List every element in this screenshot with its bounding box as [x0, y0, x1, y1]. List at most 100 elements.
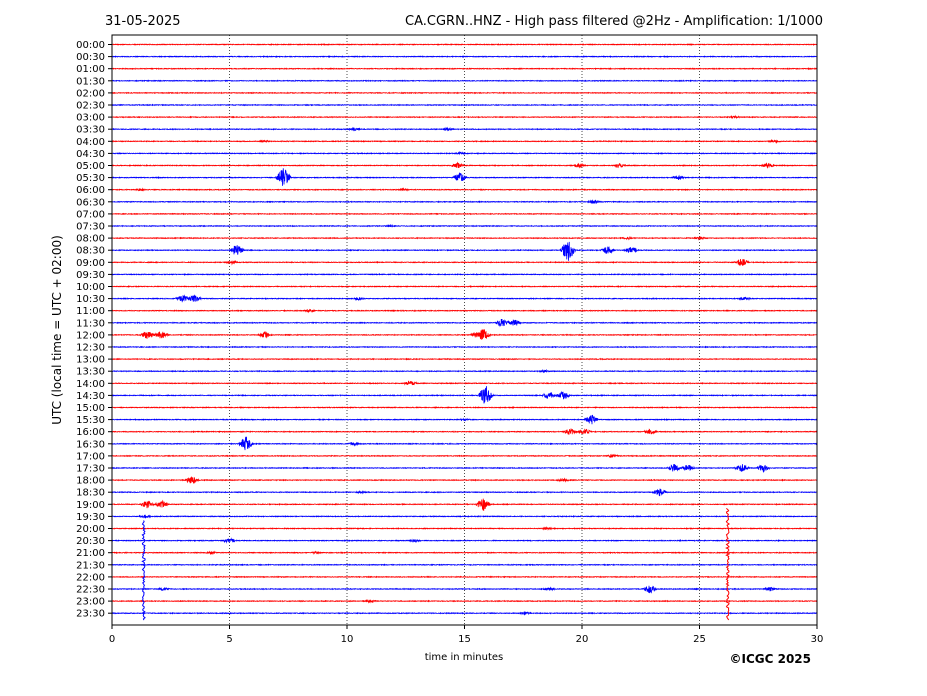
y-tick-label: 07:30 — [76, 222, 105, 233]
x-tick-label: 10 — [341, 634, 354, 645]
trace-1230 — [111, 345, 818, 349]
y-tick-label: 05:30 — [76, 173, 105, 184]
large-spike — [141, 520, 146, 621]
trace-0330 — [111, 126, 818, 132]
trace-0430 — [111, 150, 818, 156]
trace-1600 — [111, 428, 818, 435]
plot-frame — [111, 34, 818, 626]
y-tick-label: 16:30 — [76, 439, 105, 450]
x-tick-label: 15 — [458, 634, 471, 645]
trace-1830 — [111, 488, 818, 497]
trace-1300 — [111, 357, 818, 361]
y-tick-label: 00:00 — [76, 40, 105, 51]
y-tick-label: 12:00 — [76, 330, 105, 341]
trace-1100 — [111, 308, 818, 314]
y-tick-label: 17:30 — [76, 464, 105, 475]
y-tick-label: 02:00 — [76, 88, 105, 99]
y-tick-label: 15:00 — [76, 403, 105, 414]
y-tick-label: 13:30 — [76, 367, 105, 378]
y-tick-label: 13:00 — [76, 355, 105, 366]
trace-0630 — [111, 199, 818, 205]
trace-0230 — [112, 103, 818, 107]
trace-2230 — [111, 585, 818, 594]
x-tick-label: 30 — [811, 634, 824, 645]
x-gridlines — [229, 35, 700, 625]
y-tick-label: 18:30 — [76, 488, 105, 499]
y-tick-label: 04:30 — [76, 149, 105, 160]
trace-1700 — [111, 453, 818, 459]
trace-0830 — [111, 241, 818, 261]
y-tick-label: 23:30 — [76, 609, 105, 620]
x-axis-label: time in minutes — [425, 652, 504, 663]
x-tick-label: 5 — [226, 634, 232, 645]
y-tick-label: 19:30 — [76, 512, 105, 523]
trace-1730 — [111, 464, 818, 473]
y-tick-label: 03:30 — [76, 125, 105, 136]
y-tick-label: 21:00 — [76, 548, 105, 559]
y-tick-label: 21:30 — [76, 560, 105, 571]
y-tick-label: 01:30 — [76, 76, 105, 87]
trace-0530 — [111, 168, 818, 186]
trace-0400 — [111, 138, 818, 145]
y-tick-label: 12:30 — [76, 343, 105, 354]
y-tick-label: 03:00 — [76, 113, 105, 124]
trace-2130 — [111, 563, 818, 567]
y-tick-label: 17:00 — [76, 451, 105, 462]
y-tick-label: 20:00 — [76, 524, 105, 535]
trace-0730 — [111, 223, 818, 228]
trace-1630 — [111, 436, 818, 451]
y-tick-label: 22:00 — [76, 572, 105, 583]
y-tick-label: 14:00 — [76, 379, 105, 390]
x-tick-label: 0 — [109, 634, 115, 645]
y-tick-label: 23:00 — [76, 597, 105, 608]
trace-0300 — [111, 114, 818, 120]
x-axis-ticks: 0 5 10 15 20 25 30 — [109, 625, 824, 645]
trace-0600 — [111, 187, 818, 192]
trace-0100 — [111, 67, 818, 71]
trace-0700 — [111, 212, 818, 216]
trace-1500 — [111, 406, 818, 409]
y-tick-label: 16:00 — [76, 427, 105, 438]
y-tick-label: 08:30 — [76, 246, 105, 257]
y-tick-label: 14:30 — [76, 391, 105, 402]
x-tick-label: 20 — [576, 634, 589, 645]
trace-2200 — [111, 575, 818, 579]
trace-1200 — [111, 328, 818, 340]
trace-0200 — [111, 91, 818, 95]
y-axis-label: UTC (local time = UTC + 02:00) — [50, 235, 64, 425]
trace-1400 — [111, 380, 818, 386]
trace-0900 — [111, 258, 818, 267]
y-tick-label: 09:30 — [76, 270, 105, 281]
y-tick-label: 04:00 — [76, 137, 105, 148]
trace-2330 — [111, 610, 818, 616]
trace-2000 — [111, 526, 818, 531]
date-label: 31-05-2025 — [105, 14, 181, 29]
y-tick-label: 20:30 — [76, 536, 105, 547]
trace-1330 — [111, 368, 818, 374]
y-tick-label: 10:00 — [76, 282, 105, 293]
y-tick-label: 05:00 — [76, 161, 105, 172]
trace-1800 — [111, 476, 818, 484]
trace-1930 — [111, 514, 818, 519]
y-tick-label: 01:00 — [76, 64, 105, 75]
y-tick-label: 10:30 — [76, 294, 105, 305]
y-tick-label: 15:30 — [76, 415, 105, 426]
chart-title: CA.CGRN..HNZ - High pass filtered @2Hz -… — [405, 14, 823, 29]
trace-0800 — [111, 235, 818, 241]
y-tick-label: 18:00 — [76, 476, 105, 487]
y-tick-label: 00:30 — [76, 52, 105, 63]
y-tick-label: 11:00 — [76, 306, 105, 317]
copyright-label: ©ICGC 2025 — [729, 652, 811, 666]
y-tick-label: 07:00 — [76, 209, 105, 220]
trace-1900 — [111, 498, 818, 511]
trace-2030 — [111, 537, 818, 544]
trace-1530 — [111, 414, 818, 425]
x-tick-label: 25 — [693, 634, 706, 645]
trace-1030 — [111, 294, 818, 303]
y-tick-label: 11:30 — [76, 318, 105, 329]
trace-0930 — [111, 272, 818, 276]
y-tick-label: 02:30 — [76, 101, 105, 112]
trace-0130 — [111, 79, 817, 83]
